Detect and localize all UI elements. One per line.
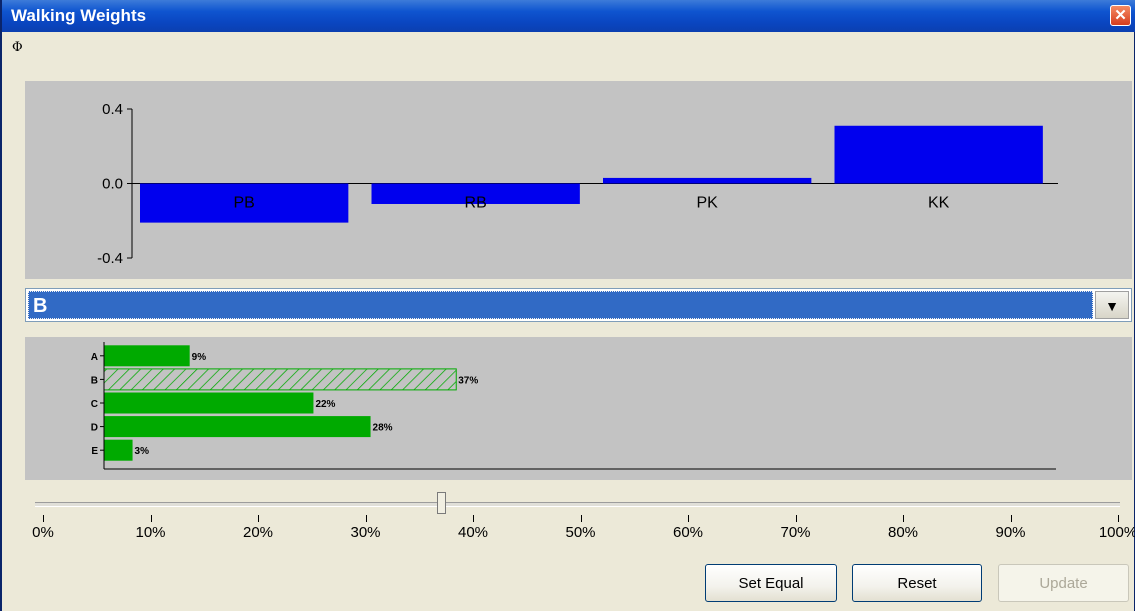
window-title: Walking Weights: [11, 6, 147, 25]
y-tick-label: -0.4: [97, 250, 123, 267]
weight-bar-a: [104, 345, 190, 367]
bar-pb: [140, 183, 349, 223]
weight-bar-e: [104, 439, 133, 461]
bar-label-kk: KK: [928, 195, 950, 212]
slider-tick-mark: [903, 515, 904, 522]
slider-tick-label: 50%: [565, 524, 596, 541]
slider-tick-label: 20%: [242, 524, 274, 541]
slider-tick-mark: [1010, 515, 1012, 522]
slider-tick-mark: [43, 515, 44, 522]
slider-tick-mark: [580, 515, 582, 522]
slider-tick-mark: [688, 515, 689, 522]
row-label-e: E: [91, 446, 98, 457]
bar-pk: [603, 177, 812, 184]
title-bar[interactable]: Walking Weights ✕: [2, 0, 1135, 32]
slider-thumb[interactable]: [436, 492, 446, 514]
row-label-c: C: [91, 399, 98, 410]
phi-label: Φ: [12, 40, 23, 55]
weight-slider[interactable]: 0% 10% 20% 30% 40% 50% 60% 70% 80% 90% 100%: [25, 490, 1135, 560]
set-equal-button[interactable]: Set Equal: [705, 564, 837, 602]
phi-bar-chart-svg: 0.4 0.0 -0.4 PB RB PK KK: [97, 101, 1058, 267]
weight-bar-b: [103, 368, 457, 391]
slider-tick-label: 30%: [350, 524, 381, 541]
weight-label-a: 9%: [192, 352, 207, 363]
slider-tick-label: 0%: [32, 524, 54, 541]
slider-tick-label: 90%: [995, 524, 1026, 541]
slider-tick-label: 80%: [887, 524, 919, 541]
slider-tick-mark: [150, 515, 152, 522]
weight-bar-c: [104, 392, 314, 414]
bar-kk: [834, 125, 1043, 184]
slider-tick-mark: [1118, 515, 1119, 522]
slider-tick-label: 40%: [457, 524, 489, 541]
category-select[interactable]: B ▼: [25, 288, 1132, 322]
slider-tick-label: 10%: [135, 524, 166, 541]
slider-track[interactable]: [35, 502, 1120, 507]
row-label-b: B: [91, 375, 98, 386]
bar-label-pb: PB: [234, 195, 255, 212]
bar-label-pk: PK: [697, 195, 719, 212]
weights-bar-chart-svg: A 9% B 37% C 22% D 28% E 3%: [91, 342, 1056, 470]
bar-label-rb: RB: [465, 195, 487, 212]
bar-rb: [371, 183, 580, 204]
slider-tick-mark: [258, 515, 259, 522]
row-label-a: A: [91, 352, 98, 363]
weight-label-e: 3%: [135, 446, 150, 457]
weight-bar-d: [104, 416, 371, 438]
slider-tick-mark: [365, 515, 367, 522]
update-button[interactable]: Update: [998, 564, 1129, 602]
slider-tick-label: 100%: [1098, 524, 1135, 541]
close-icon[interactable]: ✕: [1110, 5, 1131, 26]
phi-bar-chart: 0.4 0.0 -0.4 PB RB PK KK: [25, 81, 1132, 279]
weight-label-c: 22%: [315, 399, 335, 410]
weight-label-b: 37%: [458, 375, 478, 386]
y-tick-label: 0.4: [102, 101, 123, 118]
chevron-down-icon[interactable]: ▼: [1095, 291, 1129, 319]
slider-tick-mark: [473, 515, 474, 522]
weights-bar-chart: A 9% B 37% C 22% D 28% E 3%: [25, 337, 1132, 480]
reset-button[interactable]: Reset: [852, 564, 982, 602]
y-tick-label: 0.0: [102, 176, 123, 193]
slider-tick-mark: [795, 515, 797, 522]
category-select-value[interactable]: B: [28, 291, 1093, 319]
weight-label-d: 28%: [373, 423, 393, 434]
row-label-d: D: [91, 423, 98, 434]
slider-tick-label: 60%: [672, 524, 704, 541]
slider-tick-label: 70%: [780, 524, 811, 541]
